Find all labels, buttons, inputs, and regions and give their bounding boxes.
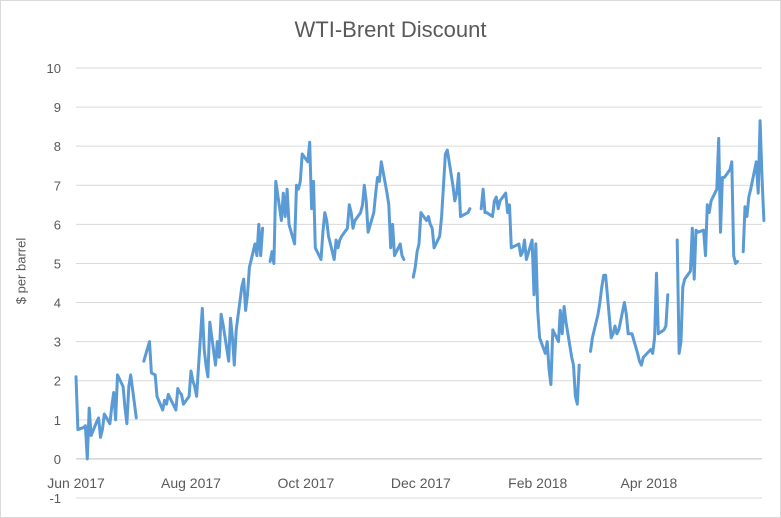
y-tick-label: 6	[54, 217, 61, 232]
x-tick-label: Feb 2018	[508, 475, 567, 491]
y-tick-label: 4	[54, 296, 61, 311]
series-line-segment	[479, 187, 581, 406]
y-tick-label: 2	[54, 374, 61, 389]
y-tick-label: 0	[54, 452, 61, 467]
y-tick-label: 7	[54, 178, 61, 193]
series-line-segment	[675, 136, 739, 355]
y-tick-label: 5	[54, 256, 61, 271]
series-line-segment	[268, 140, 406, 265]
series-line-segment	[411, 148, 472, 279]
x-tick-label: Jun 2017	[47, 475, 105, 491]
x-tick-label: Dec 2017	[391, 475, 451, 491]
series-line-segment	[589, 271, 670, 367]
x-tick-label: Apr 2018	[621, 475, 678, 491]
y-tick-label: 3	[54, 335, 61, 350]
y-tick-label: 9	[54, 100, 61, 115]
y-tick-label: -1	[49, 491, 61, 506]
x-tick-label: Oct 2017	[278, 475, 335, 491]
y-tick-labels: -1 0 1 2 3 4 5 6 7 8 9 10	[47, 61, 61, 506]
series-line-segment	[741, 119, 766, 254]
gridlines	[76, 67, 762, 499]
y-tick-label: 8	[54, 139, 61, 154]
series-line-segment	[142, 222, 265, 412]
data-series	[74, 119, 766, 461]
y-tick-label: 10	[47, 61, 61, 76]
y-tick-label: 1	[54, 413, 61, 428]
x-tick-labels: Jun 2017 Aug 2017 Oct 2017 Dec 2017 Feb 2018…	[47, 475, 677, 491]
chart-title: WTI-Brent Discount	[294, 17, 487, 42]
series-line-segment	[74, 373, 138, 461]
x-tick-label: Aug 2017	[161, 475, 221, 491]
